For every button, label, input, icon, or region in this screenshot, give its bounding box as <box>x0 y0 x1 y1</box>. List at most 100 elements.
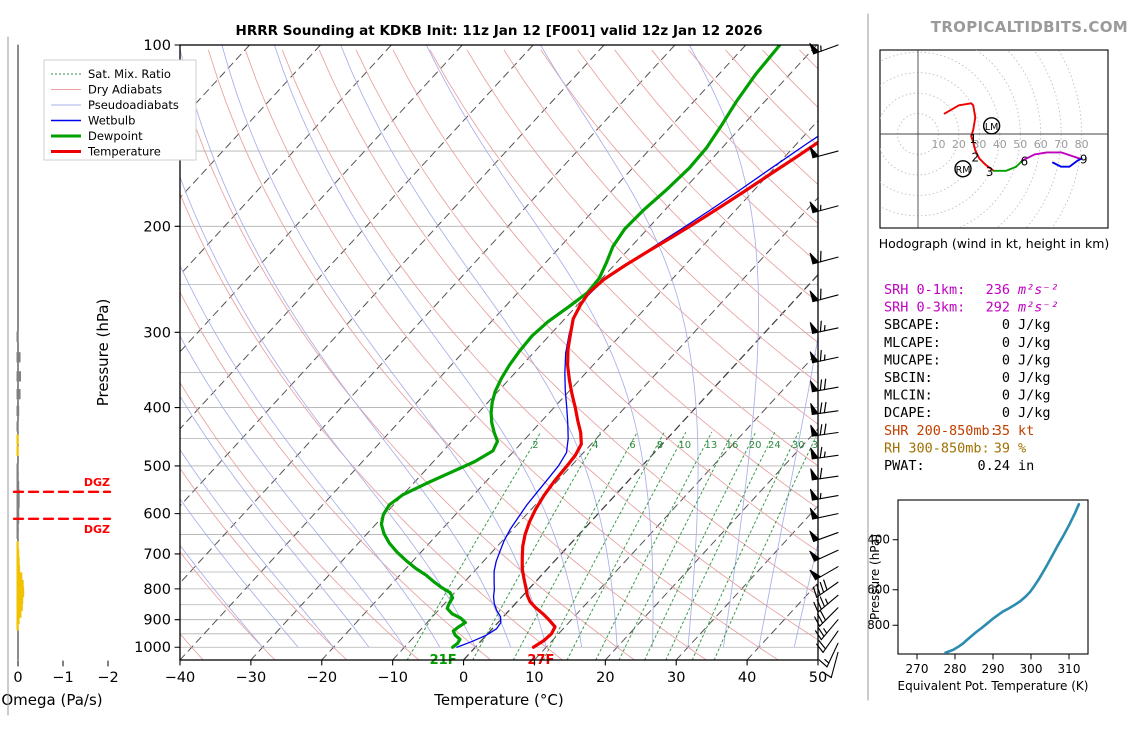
wind-barb <box>809 201 839 214</box>
omega-bar <box>16 489 20 500</box>
stat-unit: J/kg <box>1018 388 1051 404</box>
mixing-ratio-line <box>512 432 638 660</box>
dry-adiabat-line <box>540 49 818 344</box>
omega-bar <box>16 620 19 631</box>
barb-full <box>819 320 822 333</box>
omega-bar <box>16 497 20 509</box>
wind-barb <box>813 594 839 613</box>
barb-full <box>818 640 827 650</box>
barb-pennant <box>809 550 821 562</box>
dgz-label: DGZ <box>84 476 110 489</box>
y-tick-label: 800 <box>143 582 171 598</box>
isotherm-line <box>250 45 818 660</box>
x-tick-label: 20 <box>596 670 614 686</box>
wind-barb <box>812 579 839 598</box>
barb-full <box>823 401 827 414</box>
wind-barb <box>809 507 839 520</box>
hodograph-ring-label: 60 <box>1034 138 1048 151</box>
mixing-ratio-label: 13 <box>704 440 717 451</box>
barb-full <box>816 643 824 653</box>
stat-label: SHR 200-850mb: <box>884 423 998 439</box>
dry-adiabat-line <box>180 192 564 660</box>
stat-value: 0 <box>1002 405 1010 421</box>
hodograph-height-label: 9 <box>1080 153 1088 167</box>
hodograph-ring-label: 40 <box>993 138 1007 151</box>
stat-unit: m²s⁻² <box>1017 300 1059 316</box>
stat-row: SBCAPE: 0 J/kg <box>884 317 1051 333</box>
y-tick-label: 400 <box>143 401 171 417</box>
wind-barb <box>809 350 839 364</box>
pseudoadiabat-line <box>425 45 654 648</box>
isotherm-line <box>533 351 818 660</box>
dry-adiabat-line <box>180 381 420 660</box>
barb-pennant <box>809 201 820 214</box>
stat-row: DCAPE: 0 J/kg <box>884 405 1051 421</box>
omega-bar <box>16 572 23 583</box>
barb-full <box>817 627 825 637</box>
surface-temp-labels: 21F 27F <box>430 653 555 668</box>
x-tick-label: 50 <box>809 670 827 686</box>
x-tick-label: −30 <box>236 670 267 686</box>
pseudoadiabat-line <box>340 45 618 648</box>
stat-row: RH 300-850mb: 39% <box>884 440 1026 456</box>
skewt-plot-area <box>180 45 818 660</box>
wind-barb <box>809 378 839 393</box>
isotherm-line <box>180 45 534 430</box>
thetae-x-tick-label: 310 <box>1058 662 1081 676</box>
barb-full <box>823 579 828 591</box>
omega-bar <box>16 331 19 342</box>
pseudoadiabat-line <box>793 541 818 648</box>
stat-label: SRH 0-3km: <box>884 300 965 316</box>
barb-full <box>821 671 832 679</box>
omega-bar <box>16 564 21 576</box>
wind-barb <box>810 467 839 481</box>
mixing-ratio-label: 24 <box>768 440 781 451</box>
pseudoadiabat-line <box>273 45 583 648</box>
pseudoadiabat-line <box>180 264 441 648</box>
stat-value: 0.24 <box>977 458 1010 474</box>
barb-full <box>823 378 827 391</box>
mixing-ratio-line <box>406 432 542 660</box>
barb-half <box>824 658 830 664</box>
hodograph-height-label: 1 <box>969 132 977 146</box>
dry-adiabat-line <box>281 49 818 641</box>
stat-row: SRH 0-1km: 236 m²s⁻² <box>884 282 1059 298</box>
barb-shaft <box>812 327 839 334</box>
stat-unit: J/kg <box>1018 335 1051 351</box>
mixing-ratio-label: 36 <box>812 440 825 451</box>
wetbulb-profile <box>456 135 818 648</box>
wind-barb <box>809 43 839 55</box>
hodograph-inner: 10 20 30 40 50 60 70 80 1 23 6 9 LM RM <box>880 50 1108 228</box>
mixing-ratio-line <box>566 432 687 660</box>
barb-pennant <box>809 351 819 364</box>
legend-label: Dewpoint <box>88 129 143 143</box>
omega-bar <box>16 371 21 382</box>
isotherm-line <box>180 45 321 199</box>
stat-label: MUCAPE: <box>884 352 941 368</box>
omega-bar <box>16 352 21 363</box>
omega-axis-title: Omega (Pa/s) <box>1 691 102 709</box>
stat-value: 0 <box>1002 335 1010 351</box>
stat-row: MLCAPE: 0 J/kg <box>884 335 1051 351</box>
hodograph-trace <box>1052 157 1083 168</box>
pseudoadiabat-line <box>688 45 759 648</box>
dgz-label: DGZ <box>84 523 110 536</box>
wind-barb <box>809 566 839 581</box>
barb-half <box>825 598 829 605</box>
stat-value: 0 <box>1002 388 1010 404</box>
barb-shaft <box>812 513 839 520</box>
thetae-x-tick-label: 270 <box>906 662 929 676</box>
isotherm-line <box>321 119 818 660</box>
stat-value: 39 <box>994 440 1010 456</box>
barb-full <box>819 379 823 391</box>
x-tick-label: −40 <box>165 670 196 686</box>
mixing-ratio-line <box>713 432 818 660</box>
barb-full <box>819 581 825 593</box>
isotherm-line <box>604 428 818 660</box>
omega-bar <box>16 445 19 456</box>
barb-pennant <box>809 43 820 55</box>
stat-value: 0 <box>1002 352 1010 368</box>
